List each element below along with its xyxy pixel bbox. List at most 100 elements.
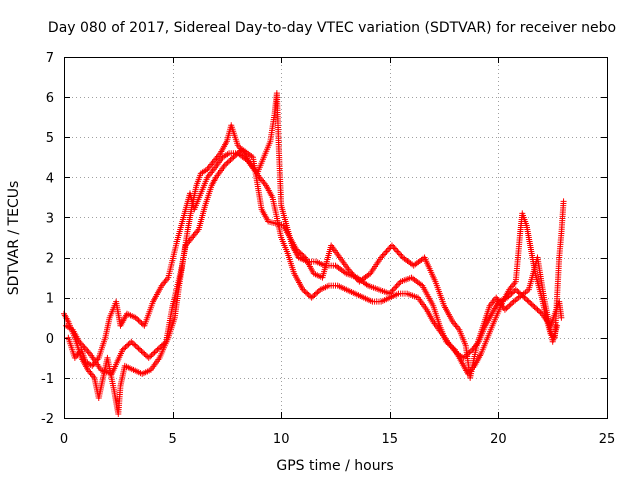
data-point: [223, 160, 230, 167]
data-point: [525, 298, 532, 305]
y-tick-label: 4: [46, 171, 54, 186]
data-point: [119, 346, 126, 353]
data-point: [311, 291, 318, 298]
data-point: [308, 294, 315, 301]
data-point: [123, 342, 130, 349]
data-point: [293, 246, 300, 253]
data-point: [504, 304, 511, 311]
data-point: [393, 247, 400, 254]
data-point: [137, 346, 144, 353]
data-point: [380, 251, 387, 258]
data-point: [533, 305, 540, 312]
data-point: [382, 250, 389, 257]
data-point: [302, 289, 309, 296]
data-point: [505, 293, 512, 300]
data-point: [161, 340, 168, 347]
data-point: [301, 287, 308, 294]
x-tick-label: 15: [382, 432, 399, 447]
data-point: [531, 304, 538, 311]
data-point: [390, 286, 397, 293]
data-point: [147, 353, 154, 360]
data-point: [139, 349, 146, 356]
data-point: [508, 290, 515, 297]
data-point: [221, 162, 228, 169]
data-point: [158, 342, 165, 349]
y-tick-label: 2: [46, 252, 54, 267]
data-point: [512, 286, 519, 293]
data-point: [527, 300, 534, 307]
data-point: [84, 347, 91, 354]
data-point: [501, 306, 508, 313]
data-point: [530, 302, 537, 309]
y-tick-label: 1: [46, 292, 54, 307]
y-tick-label: -1: [41, 372, 54, 387]
data-point: [128, 338, 135, 345]
data-point: [296, 249, 303, 256]
data-point: [534, 306, 541, 313]
data-point: [305, 291, 312, 298]
data-point: [300, 253, 307, 260]
data-point: [310, 293, 317, 300]
x-tick-label: 25: [599, 432, 616, 447]
data-point: [152, 348, 159, 355]
plot-frame: [64, 57, 608, 419]
data-point: [392, 284, 399, 291]
data-point: [138, 348, 145, 355]
data-point: [236, 148, 243, 155]
data-point: [514, 287, 521, 294]
data-point: [228, 155, 235, 162]
data-point: [312, 290, 319, 297]
data-point: [506, 291, 513, 298]
data-point: [394, 281, 401, 288]
data-point: [528, 301, 535, 308]
data-point: [384, 247, 391, 254]
data-point: [134, 316, 141, 323]
data-point: [227, 156, 234, 163]
data-point: [537, 309, 544, 316]
data-point: [460, 354, 467, 361]
data-point: [393, 283, 400, 290]
data-point: [151, 349, 158, 356]
data-point: [395, 250, 402, 257]
data-point: [224, 159, 231, 166]
data-point: [535, 308, 542, 315]
data-point: [234, 150, 241, 157]
data-point: [391, 245, 398, 252]
data-point: [297, 250, 304, 257]
data-point: [504, 294, 511, 301]
data-point: [137, 318, 144, 325]
data-point: [467, 348, 474, 355]
data-point: [386, 245, 393, 252]
data-point: [398, 253, 405, 260]
data-point: [554, 322, 561, 329]
data-point: [145, 354, 152, 361]
data-point: [135, 345, 142, 352]
data-point: [294, 247, 301, 254]
data-point: [560, 198, 567, 205]
chart-title: Day 080 of 2017, Sidereal Day-to-day VTE…: [48, 20, 616, 36]
x-axis-label: GPS time / hours: [276, 458, 393, 474]
data-point: [226, 158, 233, 165]
data-point: [121, 345, 128, 352]
data-point: [394, 248, 401, 255]
data-point: [125, 341, 132, 348]
grid: [64, 57, 607, 418]
data-point: [509, 289, 516, 296]
data-point: [390, 244, 397, 251]
data-point: [155, 345, 162, 352]
y-axis-label: SDTVAR / TECUs: [6, 181, 22, 296]
data-point: [135, 317, 142, 324]
data-point: [122, 344, 129, 351]
data-point: [138, 320, 145, 327]
y-tick-label: -2: [41, 412, 54, 427]
data-point: [558, 314, 565, 321]
x-tick-label: 0: [60, 432, 68, 447]
data-point: [503, 305, 510, 312]
y-tick-label: 0: [46, 332, 54, 347]
data-point: [231, 152, 238, 159]
x-tick-label: 10: [273, 432, 290, 447]
data-point: [154, 346, 161, 353]
data-point: [299, 251, 306, 258]
